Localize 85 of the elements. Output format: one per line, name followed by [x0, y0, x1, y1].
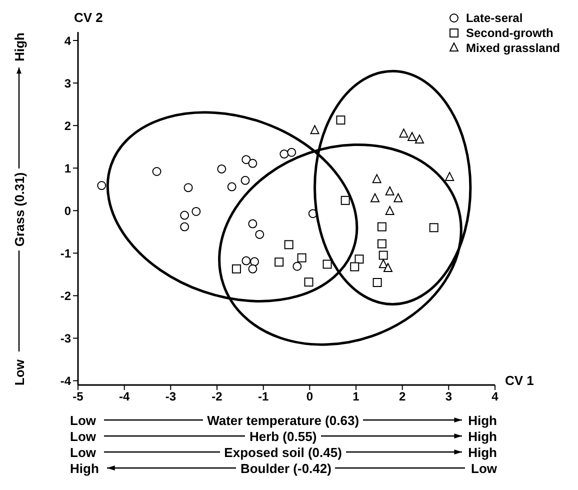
text: Water temperature (0.63) — [203, 412, 364, 428]
legend-label: Mixed grassland — [466, 40, 560, 54]
point — [180, 210, 190, 220]
point — [180, 222, 190, 232]
point — [192, 206, 201, 216]
point — [255, 230, 264, 239]
point — [152, 167, 162, 176]
text: High — [462, 444, 497, 460]
point — [184, 183, 193, 192]
point — [383, 262, 392, 272]
point — [445, 172, 454, 181]
point — [377, 239, 386, 248]
text: High — [70, 460, 107, 476]
text: High — [462, 428, 497, 444]
point — [240, 176, 250, 185]
point — [292, 262, 302, 271]
point — [414, 134, 424, 144]
point — [284, 240, 294, 250]
text: Boulder (-0.42) — [236, 460, 336, 476]
point — [287, 148, 296, 157]
point — [372, 174, 382, 184]
point — [97, 181, 106, 190]
x-tick-label: 2 — [398, 390, 406, 404]
x-tick-label: -5 — [72, 390, 84, 404]
text: Low — [465, 460, 497, 476]
point — [378, 259, 388, 268]
x-axis-title: CV 1 — [505, 373, 534, 388]
y-tick-label: -4 — [60, 374, 72, 388]
text: Low — [12, 351, 26, 385]
point — [399, 128, 408, 138]
y-axis-title: CV 2 — [74, 10, 103, 25]
y-tick-label: 1 — [64, 161, 72, 176]
point — [227, 182, 236, 192]
x-tick-label: -2 — [212, 390, 223, 404]
x-tick-label: 4 — [492, 390, 499, 404]
y-tick-label: -2 — [60, 288, 72, 303]
point — [429, 223, 438, 232]
x-tick-label: 0 — [306, 390, 314, 404]
point — [250, 257, 260, 266]
point — [350, 262, 360, 272]
point — [280, 150, 289, 159]
point — [370, 193, 380, 202]
point — [304, 278, 314, 287]
point — [310, 125, 320, 134]
x-tick-label: 1 — [352, 390, 360, 404]
point — [242, 155, 251, 164]
y-tick-label: 2 — [64, 118, 72, 133]
legend-label: Late-seral — [466, 10, 523, 24]
point — [336, 116, 346, 125]
point — [340, 196, 350, 205]
text: Herb (0.55) — [245, 428, 321, 444]
point — [394, 193, 403, 202]
point — [248, 219, 258, 228]
point — [378, 250, 388, 260]
x-tick-label: -3 — [165, 390, 176, 404]
text: High — [12, 32, 26, 67]
text: Exposed soil (0.45) — [220, 444, 346, 460]
point — [217, 164, 226, 174]
point — [232, 264, 241, 274]
y-tick-label: -3 — [60, 331, 72, 346]
y-tick-label: 4 — [64, 34, 72, 48]
text: Low — [70, 428, 104, 444]
point — [248, 158, 258, 168]
legend-label: Second-growth — [466, 26, 554, 40]
point — [322, 260, 332, 269]
y-tick-label: 0 — [64, 204, 72, 218]
y-tick-label: -1 — [60, 246, 72, 260]
point — [274, 258, 284, 267]
y-tick-label: 3 — [64, 76, 72, 90]
point — [377, 222, 386, 232]
text: Low — [70, 412, 104, 428]
text: High — [462, 412, 497, 428]
point — [354, 254, 364, 264]
text: Grass (0.31) — [12, 168, 26, 250]
text: Low — [70, 444, 104, 460]
point — [408, 132, 417, 141]
x-tick-label: -1 — [258, 390, 269, 404]
x-tick-label: 3 — [445, 390, 452, 404]
x-tick-label: -4 — [118, 390, 130, 404]
point — [242, 256, 251, 266]
point — [385, 206, 394, 215]
point — [248, 264, 258, 274]
point — [297, 253, 306, 262]
point — [385, 186, 394, 196]
point — [372, 278, 382, 287]
